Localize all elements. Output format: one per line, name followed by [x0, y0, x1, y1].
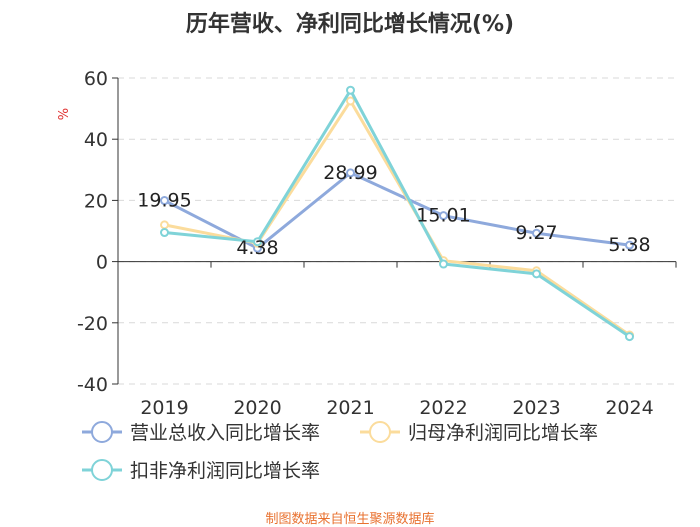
legend-marker — [91, 459, 113, 481]
data-label: 5.38 — [608, 234, 650, 256]
data-point — [346, 85, 355, 95]
legend-label: 扣非净利润同比增长率 — [130, 460, 320, 482]
y-tick-label: 60 — [84, 68, 108, 90]
data-label: 4.38 — [236, 237, 278, 259]
legend-marker — [369, 421, 391, 443]
x-tick-label: 2022 — [419, 397, 467, 419]
data-point — [160, 228, 169, 238]
data-point — [625, 240, 634, 250]
data-point — [532, 228, 541, 238]
data-label: 19.95 — [137, 190, 191, 212]
x-tick-label: 2023 — [512, 397, 560, 419]
series-line-2 — [164, 99, 631, 337]
y-tick-label: -40 — [77, 374, 108, 396]
data-point — [439, 211, 448, 221]
legend-label: 营业总收入同比增长率 — [130, 422, 320, 444]
data-label: 28.99 — [323, 162, 377, 184]
y-axis-label: % — [57, 108, 72, 120]
y-tick-label: 40 — [84, 129, 108, 151]
data-point — [346, 96, 355, 106]
data-point — [160, 196, 169, 206]
legend-marker — [91, 421, 113, 443]
data-point — [625, 332, 634, 342]
y-tick-label: 20 — [84, 190, 108, 212]
x-tick-label: 2020 — [233, 397, 281, 419]
data-point — [160, 220, 169, 230]
data-label: 15.01 — [416, 205, 470, 227]
source-note: 制图数据来自恒生聚源数据库 — [265, 512, 435, 527]
x-tick-label: 2021 — [326, 397, 374, 419]
data-point — [253, 237, 262, 247]
data-point — [532, 269, 541, 279]
y-tick-label: -20 — [77, 313, 108, 335]
data-label: 9.27 — [515, 222, 557, 244]
data-point — [439, 259, 448, 269]
series-line-1 — [163, 171, 630, 250]
y-tick-label: 0 — [96, 252, 108, 274]
legend-label: 归母净利润同比增长率 — [408, 422, 598, 444]
x-tick-label: 2024 — [605, 397, 653, 419]
x-tick-label: 2019 — [140, 397, 188, 419]
series-line-3 — [164, 88, 631, 338]
chart-title: 历年营收、净利同比增长情况(%) — [185, 12, 515, 37]
data-point — [346, 168, 355, 178]
